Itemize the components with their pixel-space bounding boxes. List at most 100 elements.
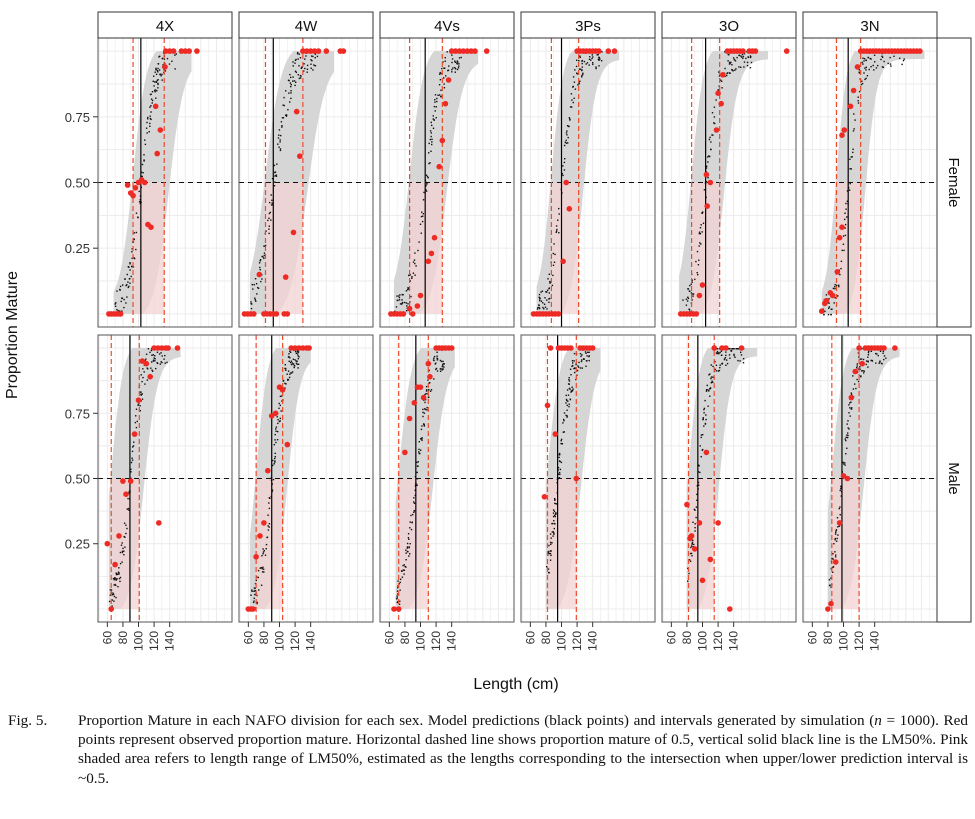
model-prediction-point <box>397 585 399 587</box>
model-prediction-point <box>304 67 306 70</box>
y-tick-label: 0.75 <box>65 110 90 125</box>
model-prediction-point <box>862 63 864 65</box>
model-prediction-point <box>887 62 889 65</box>
observed-point <box>713 127 720 133</box>
model-prediction-point <box>150 111 152 113</box>
model-prediction-point <box>115 579 117 581</box>
model-prediction-point <box>274 175 276 177</box>
model-prediction-point <box>278 134 280 136</box>
model-prediction-point <box>710 364 712 366</box>
model-prediction-point <box>154 360 156 362</box>
model-prediction-point <box>275 441 277 444</box>
model-prediction-point <box>427 177 429 179</box>
model-prediction-point <box>872 64 874 67</box>
model-prediction-point <box>856 363 858 365</box>
observed-point <box>178 48 185 54</box>
model-prediction-point <box>147 118 149 120</box>
model-prediction-point <box>550 550 552 552</box>
model-prediction-point <box>396 597 398 599</box>
model-prediction-point <box>255 300 257 302</box>
model-prediction-point <box>119 289 121 291</box>
model-prediction-point <box>885 357 887 359</box>
model-prediction-point <box>709 395 711 397</box>
model-prediction-point <box>880 58 882 61</box>
model-prediction-point <box>856 365 858 367</box>
model-prediction-point <box>870 359 872 362</box>
observed-point <box>547 345 554 351</box>
model-prediction-point <box>836 537 838 540</box>
model-prediction-point <box>834 556 837 558</box>
model-prediction-point <box>119 551 122 554</box>
model-prediction-point <box>550 554 552 557</box>
observed-point <box>400 311 407 317</box>
lm50-range-shading <box>831 478 860 609</box>
model-prediction-point <box>750 61 753 64</box>
model-prediction-point <box>154 358 156 360</box>
model-prediction-point <box>405 290 408 292</box>
model-prediction-point <box>598 65 600 67</box>
model-prediction-point <box>145 353 148 355</box>
model-prediction-point <box>150 98 153 100</box>
strip-3Ps <box>520 11 656 39</box>
model-prediction-point <box>717 370 720 372</box>
model-prediction-point <box>569 118 571 120</box>
model-prediction-point <box>290 97 292 100</box>
model-prediction-point <box>552 252 554 255</box>
model-prediction-point <box>279 404 281 407</box>
model-prediction-point <box>112 592 114 594</box>
model-prediction-point <box>720 350 723 352</box>
model-prediction-point <box>422 215 424 217</box>
model-prediction-point <box>114 303 116 305</box>
model-prediction-point <box>719 367 721 369</box>
model-prediction-point <box>436 351 438 353</box>
model-prediction-point <box>406 305 408 307</box>
model-prediction-point <box>850 393 853 396</box>
model-prediction-point <box>698 232 700 235</box>
observed-point <box>428 250 435 257</box>
model-prediction-point <box>431 141 433 143</box>
observed-point <box>395 606 402 612</box>
model-prediction-point <box>547 278 549 280</box>
model-prediction-point <box>156 90 158 92</box>
model-prediction-point <box>141 380 143 383</box>
model-prediction-point <box>863 372 865 374</box>
model-prediction-point <box>128 492 130 494</box>
model-prediction-point <box>113 600 115 602</box>
observed-point <box>727 606 733 612</box>
model-prediction-point <box>581 69 583 71</box>
model-prediction-point <box>163 358 165 360</box>
model-prediction-point <box>154 91 156 93</box>
model-prediction-point <box>135 415 137 417</box>
model-prediction-point <box>414 252 416 254</box>
panel-3O-female <box>661 37 797 328</box>
observed-point <box>300 48 306 54</box>
model-prediction-point <box>126 296 128 298</box>
model-prediction-point <box>447 69 450 71</box>
observed-point <box>155 345 161 351</box>
model-prediction-point <box>579 55 581 57</box>
model-prediction-point <box>281 125 283 127</box>
model-prediction-point <box>583 60 586 63</box>
model-prediction-point <box>551 284 554 287</box>
model-prediction-point <box>565 414 567 417</box>
model-prediction-point <box>114 583 116 586</box>
model-prediction-point <box>291 371 294 373</box>
model-prediction-point <box>848 412 850 414</box>
model-prediction-point <box>289 73 291 76</box>
strip-3N <box>802 11 938 39</box>
model-prediction-point <box>696 272 698 274</box>
model-prediction-point <box>295 81 297 83</box>
model-prediction-point <box>398 295 400 297</box>
observed-point <box>304 48 310 54</box>
model-prediction-point <box>446 51 448 53</box>
model-prediction-point <box>263 252 266 254</box>
model-prediction-point <box>436 370 439 372</box>
observed-point <box>573 475 580 482</box>
model-prediction-point <box>278 129 281 131</box>
model-prediction-point <box>845 202 847 205</box>
lm50-range-shading <box>111 478 140 609</box>
model-prediction-point <box>131 457 133 459</box>
x-tick-label: 100 <box>273 631 287 651</box>
model-prediction-point <box>712 381 714 383</box>
model-prediction-point <box>294 59 297 61</box>
